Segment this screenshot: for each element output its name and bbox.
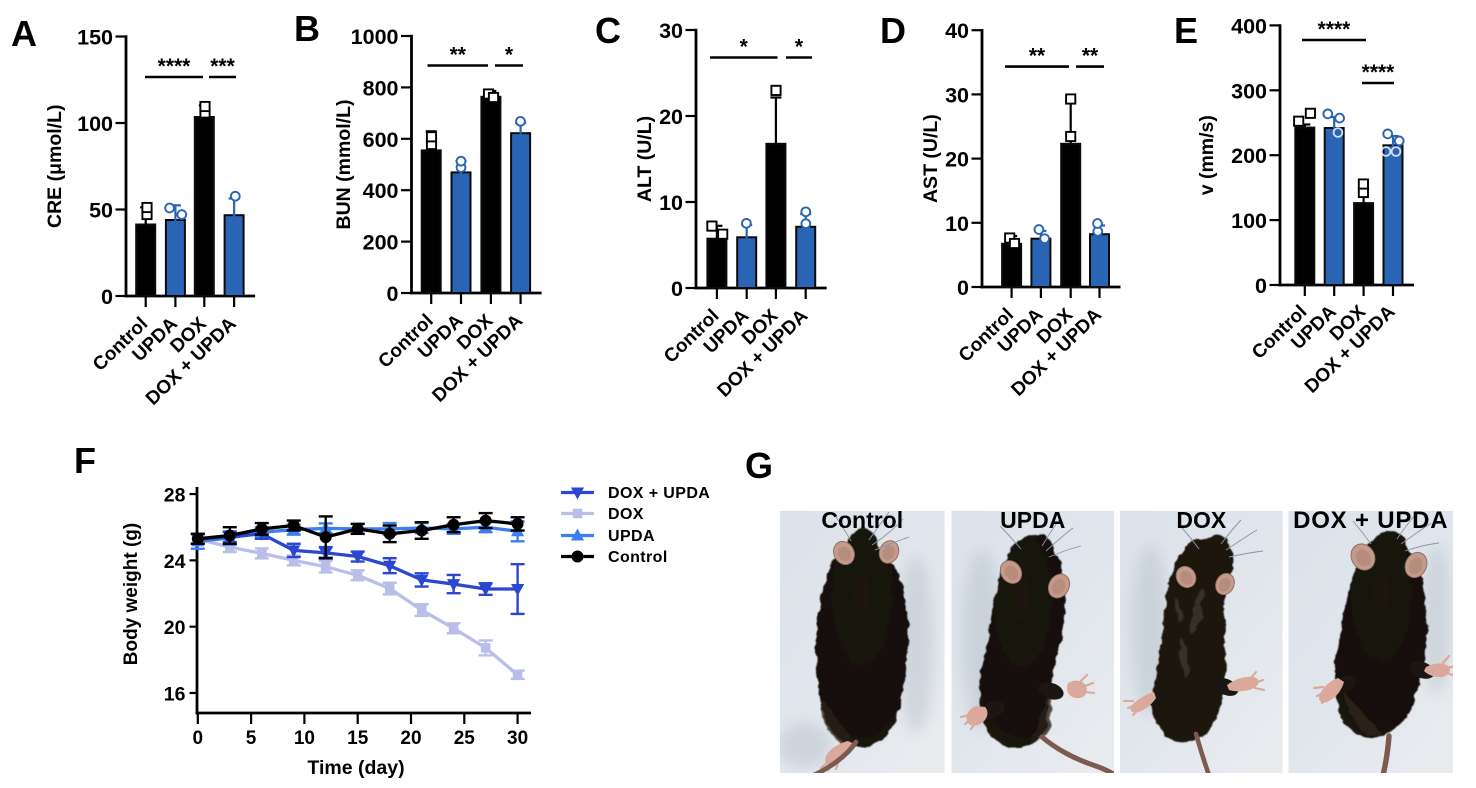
svg-text:Control: Control: [608, 549, 668, 566]
svg-text:25: 25: [454, 728, 476, 749]
svg-text:**: **: [450, 44, 467, 67]
svg-text:5: 5: [246, 728, 257, 749]
svg-text:****: ****: [158, 55, 192, 78]
svg-text:Body weight (g): Body weight (g): [121, 523, 142, 665]
svg-text:DOX + UPDA: DOX + UPDA: [608, 485, 710, 502]
svg-text:100: 100: [77, 112, 113, 136]
svg-text:0: 0: [957, 276, 969, 300]
svg-text:Time (day): Time (day): [307, 757, 404, 779]
svg-text:****: ****: [1362, 61, 1396, 84]
svg-text:100: 100: [1231, 209, 1267, 233]
svg-text:F: F: [74, 440, 96, 481]
svg-text:D: D: [880, 10, 906, 51]
svg-text:600: 600: [363, 128, 399, 152]
svg-text:20: 20: [659, 105, 683, 129]
svg-text:**: **: [1029, 45, 1046, 68]
svg-text:DOX: DOX: [1176, 507, 1227, 533]
svg-text:150: 150: [77, 26, 113, 50]
svg-text:10: 10: [945, 212, 969, 236]
svg-text:15: 15: [347, 728, 369, 749]
svg-text:200: 200: [1231, 144, 1267, 168]
svg-text:400: 400: [1231, 14, 1267, 38]
svg-text:200: 200: [363, 231, 399, 255]
svg-text:DOX + UPDA: DOX + UPDA: [1293, 507, 1448, 534]
svg-text:C: C: [595, 10, 621, 51]
svg-text:0: 0: [387, 282, 399, 306]
svg-text:B: B: [294, 8, 320, 49]
svg-text:20: 20: [164, 617, 186, 639]
svg-text:**: **: [1082, 45, 1099, 68]
svg-text:40: 40: [945, 19, 969, 43]
svg-text:ALT (U/L): ALT (U/L): [634, 116, 656, 202]
svg-text:UPDA: UPDA: [608, 528, 655, 545]
svg-text:DOX: DOX: [608, 506, 644, 523]
svg-text:UPDA: UPDA: [1000, 507, 1065, 533]
svg-text:AST (U/L): AST (U/L): [920, 114, 942, 203]
svg-text:50: 50: [89, 199, 113, 223]
svg-text:300: 300: [1231, 79, 1267, 103]
svg-text:BUN (mmol/L): BUN (mmol/L): [333, 100, 355, 230]
svg-text:0: 0: [671, 277, 683, 301]
svg-text:*: *: [795, 36, 804, 59]
svg-text:30: 30: [659, 19, 683, 43]
svg-text:*: *: [505, 44, 514, 67]
svg-text:***: ***: [210, 55, 235, 78]
svg-text:CRE (μmol/L): CRE (μmol/L): [44, 104, 66, 228]
svg-text:24: 24: [164, 551, 186, 573]
svg-text:16: 16: [164, 684, 186, 706]
svg-text:0: 0: [101, 285, 113, 309]
svg-text:30: 30: [945, 83, 969, 107]
svg-text:30: 30: [507, 728, 528, 749]
svg-text:*: *: [740, 36, 749, 59]
svg-text:28: 28: [164, 485, 186, 507]
svg-text:20: 20: [945, 148, 969, 172]
svg-text:10: 10: [294, 728, 315, 749]
svg-text:0: 0: [1255, 274, 1267, 298]
svg-text:400: 400: [363, 179, 399, 203]
svg-text:20: 20: [400, 728, 421, 749]
svg-text:0: 0: [193, 728, 204, 749]
svg-text:800: 800: [363, 76, 399, 100]
svg-text:v (mm/s): v (mm/s): [1196, 115, 1218, 195]
svg-text:E: E: [1174, 10, 1198, 51]
svg-text:G: G: [745, 445, 773, 486]
svg-text:****: ****: [1318, 18, 1352, 41]
svg-text:1000: 1000: [351, 25, 399, 49]
svg-text:Control: Control: [821, 507, 903, 533]
svg-text:10: 10: [659, 191, 683, 215]
svg-text:A: A: [11, 13, 37, 54]
